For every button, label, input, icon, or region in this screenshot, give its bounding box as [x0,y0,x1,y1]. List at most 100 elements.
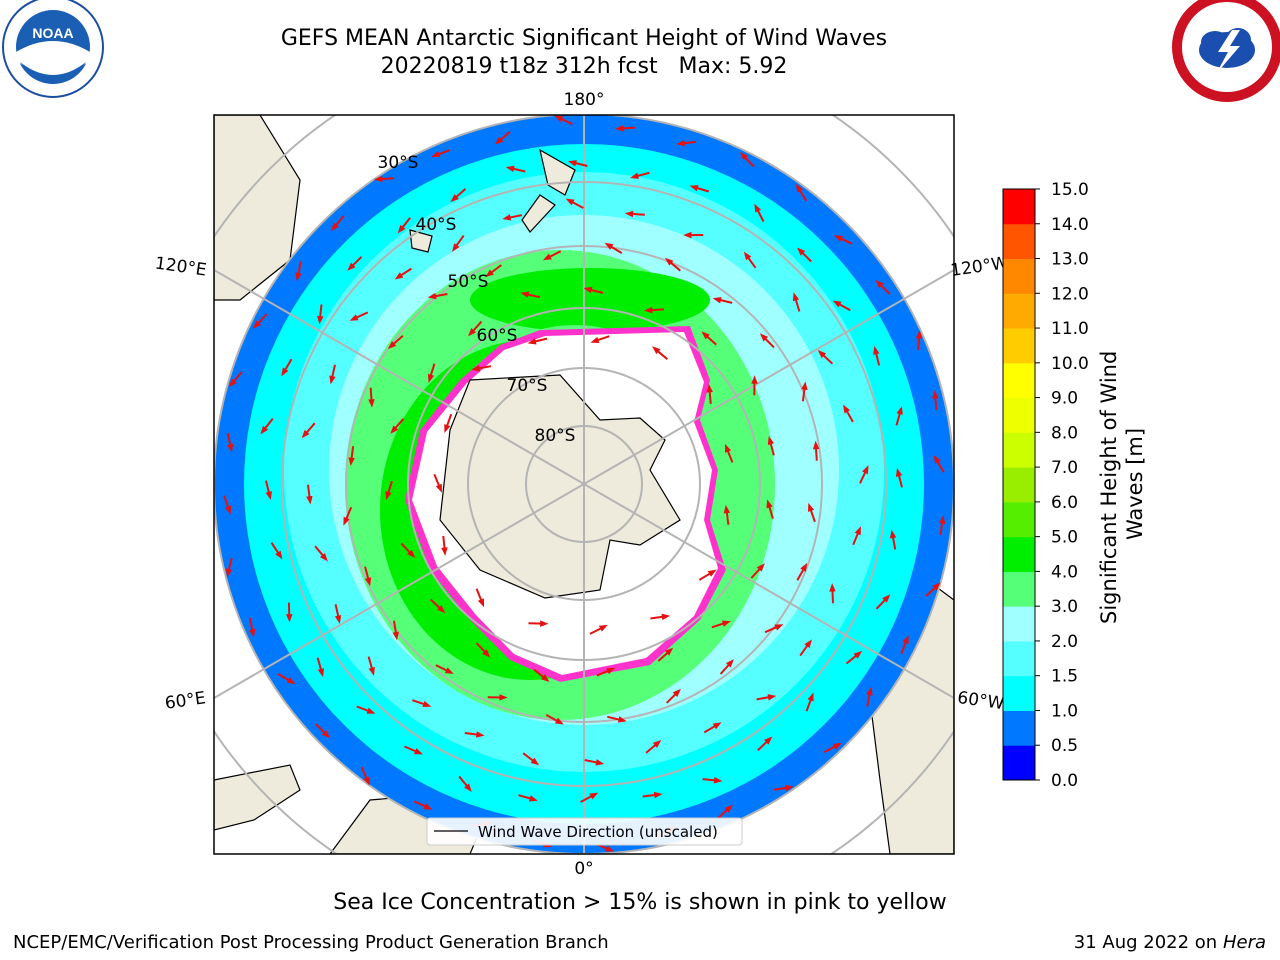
wind-arrow-head [452,243,460,252]
wind-arrow-shaft [391,335,404,346]
wind-arrow-head [653,791,663,799]
chart-title: GEFS MEAN Antarctic Significant Height o… [280,26,888,51]
wind-arrow-head [413,748,423,755]
colorbar-segment [1003,710,1035,746]
lon-label-60w: 60°W [956,688,1005,714]
wind-arrow-head [624,210,634,218]
wind-arrow-head [766,499,773,509]
wind-arrow-head [427,292,437,300]
colorbar-tick-label: 8.0 [1051,423,1078,443]
wind-arrow-head [334,615,342,624]
wind-arrow-head [683,231,692,239]
wind-arrow-head [347,262,356,271]
wind-arrow-head [317,315,324,325]
lon-label-0: 0° [574,859,593,879]
wind-arrow-head [295,272,302,282]
wind-arrow-shaft [248,617,254,632]
wind-arrow-head [427,373,435,383]
wind-arrow-shaft [464,732,479,736]
wind-arrow-head [260,425,269,435]
wind-arrow-head [873,346,880,355]
colorbar-tick-label: 2.0 [1051,632,1078,652]
wind-arrow-head [450,194,459,203]
wind-arrow-head [801,381,808,391]
noaa-logo: NOAA [2,0,104,98]
wind-arrow-head [422,700,432,707]
wind-arrow-head [567,160,577,167]
wind-arrow-head [444,667,454,674]
wind-arrow-head [896,406,903,415]
wind-arrow-head [224,505,232,515]
colorbar-title-line2: Waves [m] [1123,428,1147,540]
wind-arrow-head [364,577,372,587]
colorbar-title: Significant Height of Wind Waves [m] [1097,344,1147,624]
wind-arrow-head [804,639,812,649]
wind-arrow-shaft [547,250,562,259]
wind-arrow-head [343,516,350,526]
lat-label-30s: 30°S [378,153,419,173]
colorbar-tick-label: 0.5 [1051,736,1078,756]
wind-arrows [223,115,946,852]
wind-arrow-head [853,650,863,659]
wind-arrow-head [875,280,884,289]
wind-arrow-head [606,667,616,675]
wind-arrow-shaft [609,245,623,254]
wind-arrow-head [932,390,939,399]
wind-arrow-head [615,125,624,132]
wind-arrow-head [317,668,324,678]
colorbar-tick-label: 15.0 [1051,180,1089,200]
wind-arrow-head [321,730,331,739]
wind-arrow-head [225,568,233,578]
legend-label: Wind Wave Direction (unscaled) [478,823,718,841]
wind-arrow-head [281,367,289,377]
wind-arrow-shaft [831,589,834,604]
wind-arrow-shaft [354,311,369,320]
wind-arrow-head [368,399,375,408]
wind-arrow-head [723,504,731,514]
wind-arrow-head [540,674,550,682]
colorbar-tick-label: 0.0 [1051,771,1078,791]
colorbar-segment [1003,432,1035,468]
nws-logo [1172,0,1280,102]
wind-arrow-head [664,647,674,656]
wind-arrow-shaft [429,598,442,610]
wind-arrow-head [435,483,442,493]
wind-arrow-head [676,139,685,147]
wind-arrow-head [854,526,861,536]
wind-arrow-head [797,247,806,256]
wind-arrow-head [712,297,722,304]
wind-arrow-shaft [837,302,851,312]
colorbar-tick-label: 3.0 [1051,597,1078,617]
wind-arrow-head [664,257,674,266]
wind-arrow-head [832,300,842,308]
wind-arrow-head [349,314,359,321]
wind-arrow-shaft [334,604,340,619]
wind-arrow-head [902,635,909,645]
wind-arrow-head [565,198,575,206]
wind-arrow-head [759,333,769,342]
wind-arrow-head [502,214,512,221]
wind-arrow-head [441,547,448,556]
lat-label-80s: 80°S [535,426,576,446]
wind-arrow-head [707,569,717,577]
colorbar-tick-label: 13.0 [1051,250,1089,270]
wind-arrow-head [754,203,762,213]
wind-arrow-head [652,739,662,748]
wind-arrow-shaft [283,358,293,372]
wind-arrow-head [721,620,731,627]
lon-label-180: 180° [564,90,605,110]
colorbar-segment [1003,362,1035,399]
wind-arrow-head [530,757,540,766]
wind-arrow-head [751,375,758,384]
wind-arrow-shaft [823,744,838,753]
colorbar-segment [1003,189,1035,225]
wind-arrow-head [265,491,272,501]
colorbar-segment [1003,328,1035,364]
wind-arrow-head [643,306,653,314]
wind-arrow-head [554,717,564,725]
colorbar-tick-label: 12.0 [1051,284,1089,304]
wind-arrow-head [368,666,375,676]
wind-arrow-shaft [400,217,411,230]
colorbar-frame [1002,188,1036,781]
